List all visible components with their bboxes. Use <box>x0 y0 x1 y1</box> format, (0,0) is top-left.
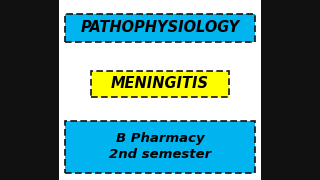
FancyBboxPatch shape <box>91 71 229 97</box>
Text: B Pharmacy
2nd semester: B Pharmacy 2nd semester <box>109 132 211 161</box>
Text: PATHOPHYSIOLOGY: PATHOPHYSIOLOGY <box>80 20 240 35</box>
FancyBboxPatch shape <box>261 0 320 180</box>
FancyBboxPatch shape <box>65 121 255 173</box>
Text: MENINGITIS: MENINGITIS <box>111 76 209 91</box>
FancyBboxPatch shape <box>0 0 59 180</box>
FancyBboxPatch shape <box>65 14 255 42</box>
